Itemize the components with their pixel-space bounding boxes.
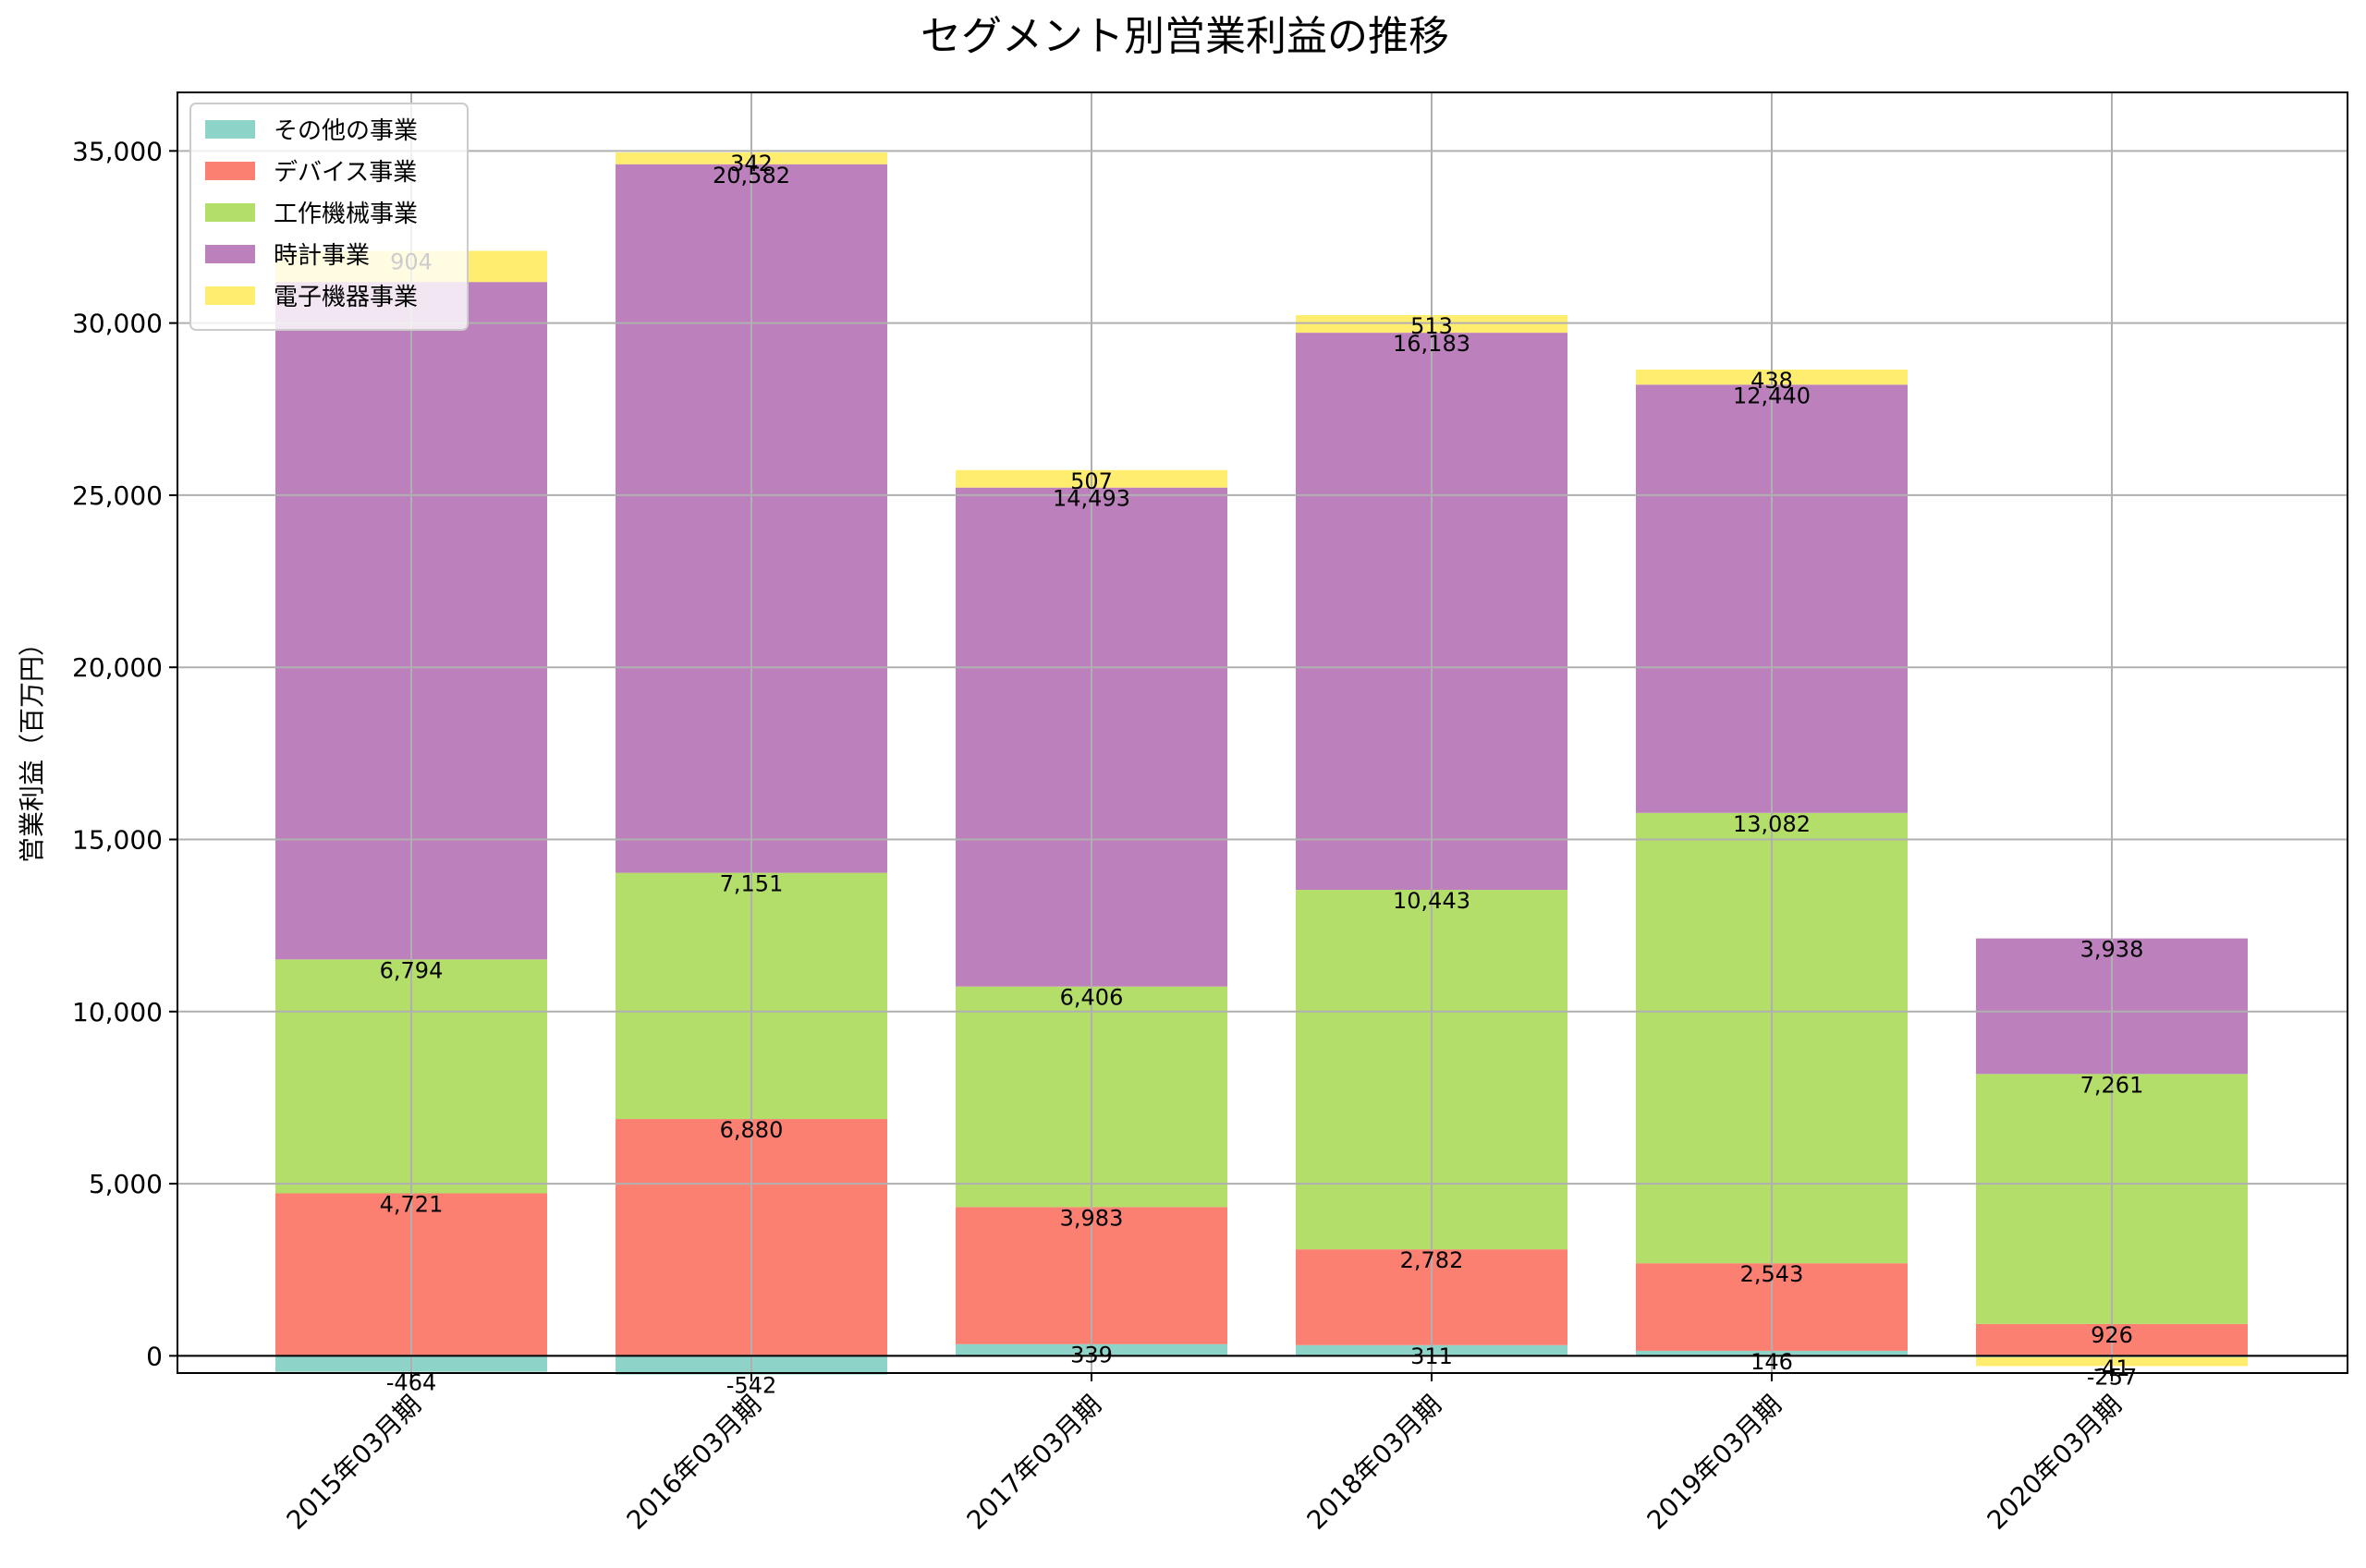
data-label: 6,880 <box>720 1117 784 1143</box>
y-tick-label: 30,000 <box>72 309 163 339</box>
data-label: 513 <box>1410 313 1453 339</box>
y-tick-label: 15,000 <box>72 825 163 856</box>
legend-box <box>189 103 469 331</box>
data-label: 4,721 <box>380 1191 444 1217</box>
legend-entry: その他の事業 <box>274 117 418 145</box>
data-label: 2,782 <box>1400 1247 1464 1273</box>
y-tick-label: 25,000 <box>72 480 163 511</box>
legend-entry: 電子機器事業 <box>274 284 418 311</box>
legend-swatch <box>205 286 255 305</box>
x-tick-label: 2015年03月期 <box>281 1390 427 1536</box>
y-tick-label: 0 <box>146 1341 163 1371</box>
x-tick-label: 2017年03月期 <box>961 1390 1107 1536</box>
plot-frame <box>177 91 2348 1374</box>
data-label: 16,183 <box>1393 331 1470 357</box>
y-tick-label: 20,000 <box>72 652 163 683</box>
data-label: 20,582 <box>713 163 790 188</box>
data-label: 507 <box>1070 468 1113 494</box>
labels-layer: -4644,7216,794904-5426,8807,15120,582342… <box>380 151 2144 1399</box>
legend-swatch <box>205 203 255 222</box>
x-tick-label: 2019年03月期 <box>1641 1390 1787 1536</box>
data-label: 10,443 <box>1393 888 1470 914</box>
data-label: 146 <box>1750 1349 1793 1375</box>
x-tick-label: 2020年03月期 <box>1982 1390 2128 1536</box>
legend-entry: デバイス事業 <box>274 159 417 187</box>
x-tick-label: 2016年03月期 <box>621 1390 767 1536</box>
y-tick-label: 10,000 <box>72 997 163 1027</box>
y-tick-label: 5,000 <box>89 1169 163 1199</box>
data-label: 6,794 <box>380 957 444 983</box>
data-label: 3,938 <box>2080 937 2144 963</box>
y-axis-label: 営業利益（百万円） <box>17 630 47 863</box>
data-label: 342 <box>730 151 773 176</box>
legend-swatch <box>205 162 255 180</box>
legend-entry: 工作機械事業 <box>274 201 418 228</box>
data-label: 7,151 <box>720 871 784 897</box>
x-tick-label: 2018年03月期 <box>1301 1390 1447 1536</box>
bars-layer <box>275 152 2248 1375</box>
data-label: 7,261 <box>2080 1072 2144 1098</box>
data-label: 2,543 <box>1740 1261 1804 1287</box>
data-label: 14,493 <box>1053 486 1130 512</box>
data-label: 13,082 <box>1733 811 1811 837</box>
y-tick-label: 35,000 <box>72 136 163 166</box>
data-label: 438 <box>1750 368 1793 394</box>
chart-title: セグメント別営業利益の推移 <box>921 13 1449 60</box>
legend-swatch <box>205 245 255 263</box>
data-label: 926 <box>2091 1322 2133 1348</box>
legend-entry: 時計事業 <box>274 242 370 270</box>
data-label: 6,406 <box>1060 985 1124 1011</box>
legend-swatch <box>205 120 255 139</box>
data-label: 3,983 <box>1060 1205 1124 1231</box>
data-label: 12,440 <box>1733 383 1811 408</box>
